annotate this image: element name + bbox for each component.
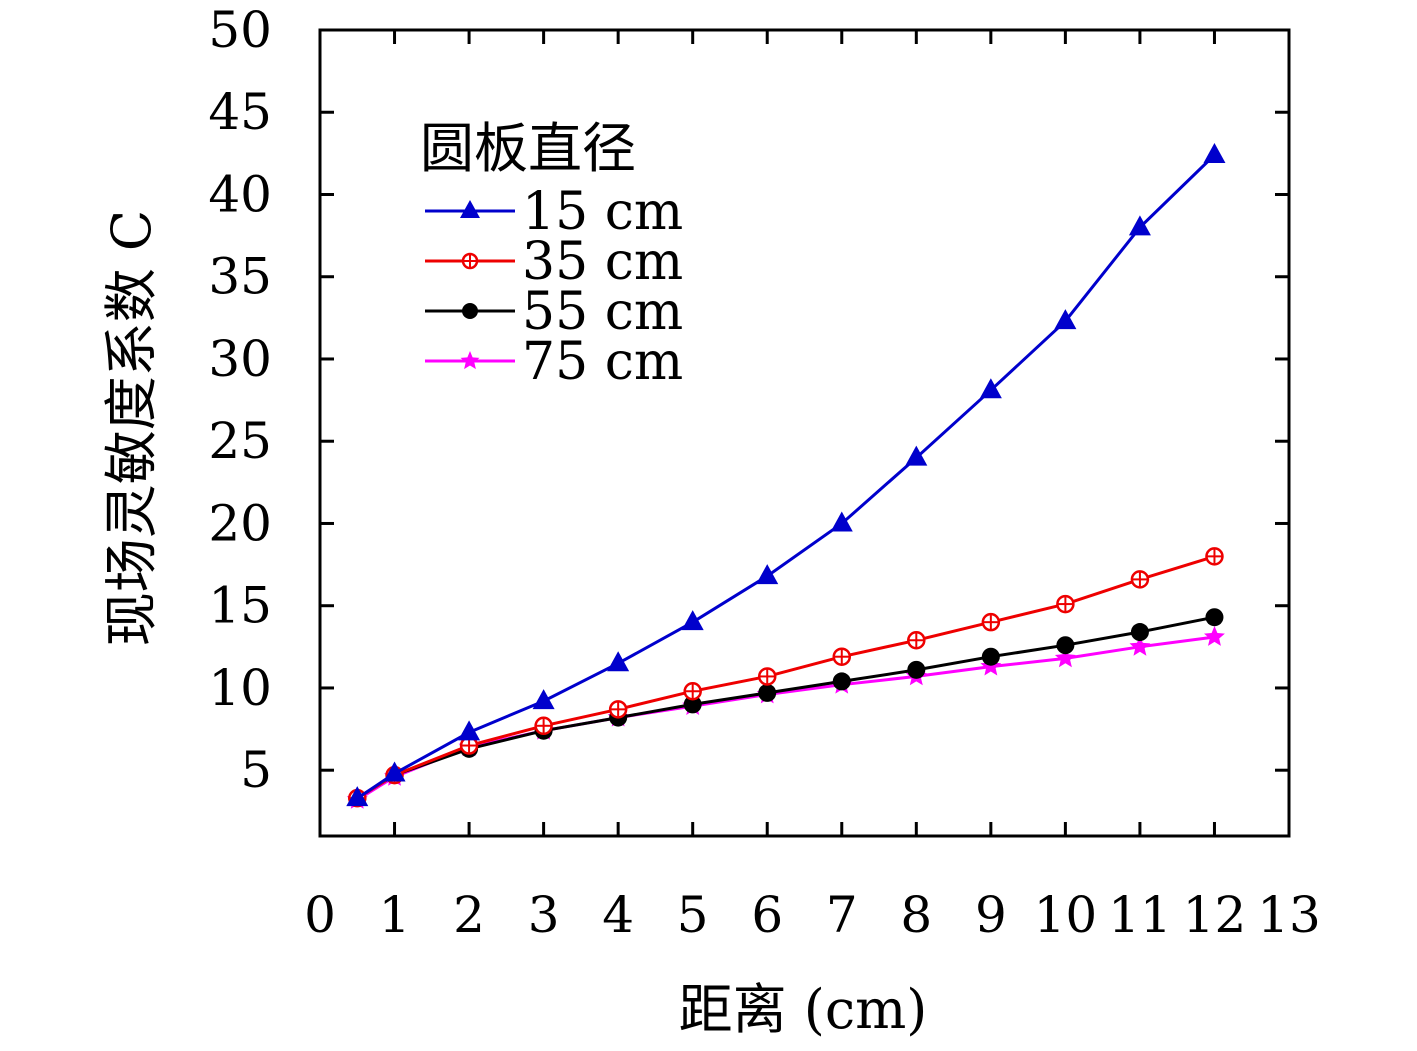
data-point bbox=[1204, 626, 1225, 646]
y-tick-label: 45 bbox=[208, 83, 272, 141]
data-point bbox=[1054, 647, 1076, 668]
legend-item: 75 cm bbox=[425, 332, 683, 392]
data-point bbox=[1130, 623, 1149, 642]
y-tick-label: 15 bbox=[208, 577, 272, 635]
series-line bbox=[356, 554, 1215, 800]
legend-label: 35 cm bbox=[522, 232, 683, 292]
legend-marker bbox=[460, 200, 480, 218]
series-line bbox=[356, 615, 1215, 800]
data-point bbox=[608, 700, 628, 719]
data-point bbox=[1056, 594, 1075, 614]
data-point bbox=[458, 720, 481, 741]
legend-item: 15 cm bbox=[425, 182, 683, 242]
x-tick-label: 5 bbox=[677, 886, 709, 944]
data-point bbox=[1056, 636, 1075, 655]
data-point bbox=[1054, 309, 1077, 330]
y-tick-label: 50 bbox=[208, 1, 272, 59]
y-tick-label: 35 bbox=[208, 248, 272, 306]
series-15-cm bbox=[346, 143, 1226, 807]
x-tick-label: 9 bbox=[975, 886, 1007, 944]
legend-item: 35 cm bbox=[425, 232, 683, 292]
plot-frame bbox=[318, 28, 1291, 838]
data-point bbox=[979, 378, 1002, 399]
data-point bbox=[832, 672, 851, 691]
data-point bbox=[383, 761, 406, 782]
data-point bbox=[905, 445, 928, 466]
y-tick-label: 40 bbox=[208, 165, 272, 223]
y-tick-label: 20 bbox=[208, 494, 272, 552]
data-point bbox=[683, 695, 702, 714]
data-point bbox=[981, 647, 1000, 666]
data-point bbox=[981, 612, 1001, 632]
data-point bbox=[907, 660, 926, 679]
data-point bbox=[607, 651, 630, 672]
legend-label: 75 cm bbox=[522, 332, 683, 392]
legend-label: 15 cm bbox=[522, 182, 683, 242]
x-axis-title: 距离 (cm) bbox=[679, 978, 928, 1041]
data-point bbox=[1129, 635, 1151, 656]
data-point bbox=[1205, 608, 1224, 627]
x-tick-label: 12 bbox=[1183, 886, 1247, 944]
data-point bbox=[346, 786, 369, 807]
series-line bbox=[356, 153, 1216, 800]
y-tick-label: 10 bbox=[208, 659, 272, 717]
data-point bbox=[534, 716, 553, 736]
data-point bbox=[832, 647, 852, 666]
legend-marker bbox=[461, 252, 479, 270]
x-tick-label: 4 bbox=[602, 886, 634, 944]
x-tick-label: 13 bbox=[1257, 886, 1321, 944]
x-tick-label: 10 bbox=[1034, 886, 1098, 944]
data-point bbox=[758, 683, 777, 702]
data-point bbox=[907, 631, 926, 650]
y-tick-label: 25 bbox=[208, 412, 272, 470]
data-point bbox=[1205, 547, 1224, 566]
y-axis-title: 现场灵敏度系数 C bbox=[100, 210, 163, 646]
series-55-cm bbox=[348, 608, 1224, 808]
x-tick-label: 11 bbox=[1108, 886, 1172, 944]
legend-item: 55 cm bbox=[425, 282, 683, 342]
series-line bbox=[356, 635, 1215, 802]
data-point bbox=[1128, 215, 1151, 236]
x-tick-label: 0 bbox=[304, 886, 336, 944]
x-tick-label: 2 bbox=[453, 886, 485, 944]
legend-marker bbox=[462, 303, 478, 319]
y-tick-label: 30 bbox=[208, 330, 272, 388]
legend-title: 圆板直径 bbox=[420, 117, 636, 180]
series-35-cm bbox=[348, 547, 1224, 808]
legend-marker bbox=[460, 351, 480, 370]
x-tick-label: 8 bbox=[900, 886, 932, 944]
data-point bbox=[756, 564, 779, 585]
data-point bbox=[1203, 143, 1226, 164]
data-point bbox=[683, 681, 702, 701]
data-point bbox=[757, 667, 777, 686]
x-tick-label: 7 bbox=[826, 886, 858, 944]
data-point bbox=[532, 689, 555, 710]
x-tick-label: 1 bbox=[379, 886, 411, 944]
x-tick-label: 6 bbox=[751, 886, 783, 944]
x-tick-label: 3 bbox=[528, 886, 560, 944]
data-point bbox=[830, 511, 853, 532]
legend-label: 55 cm bbox=[522, 282, 683, 342]
y-tick-label: 5 bbox=[240, 741, 272, 799]
data-point bbox=[1130, 570, 1150, 589]
series-75-cm bbox=[346, 626, 1225, 809]
data-point bbox=[681, 610, 704, 631]
series-layer bbox=[346, 143, 1226, 809]
